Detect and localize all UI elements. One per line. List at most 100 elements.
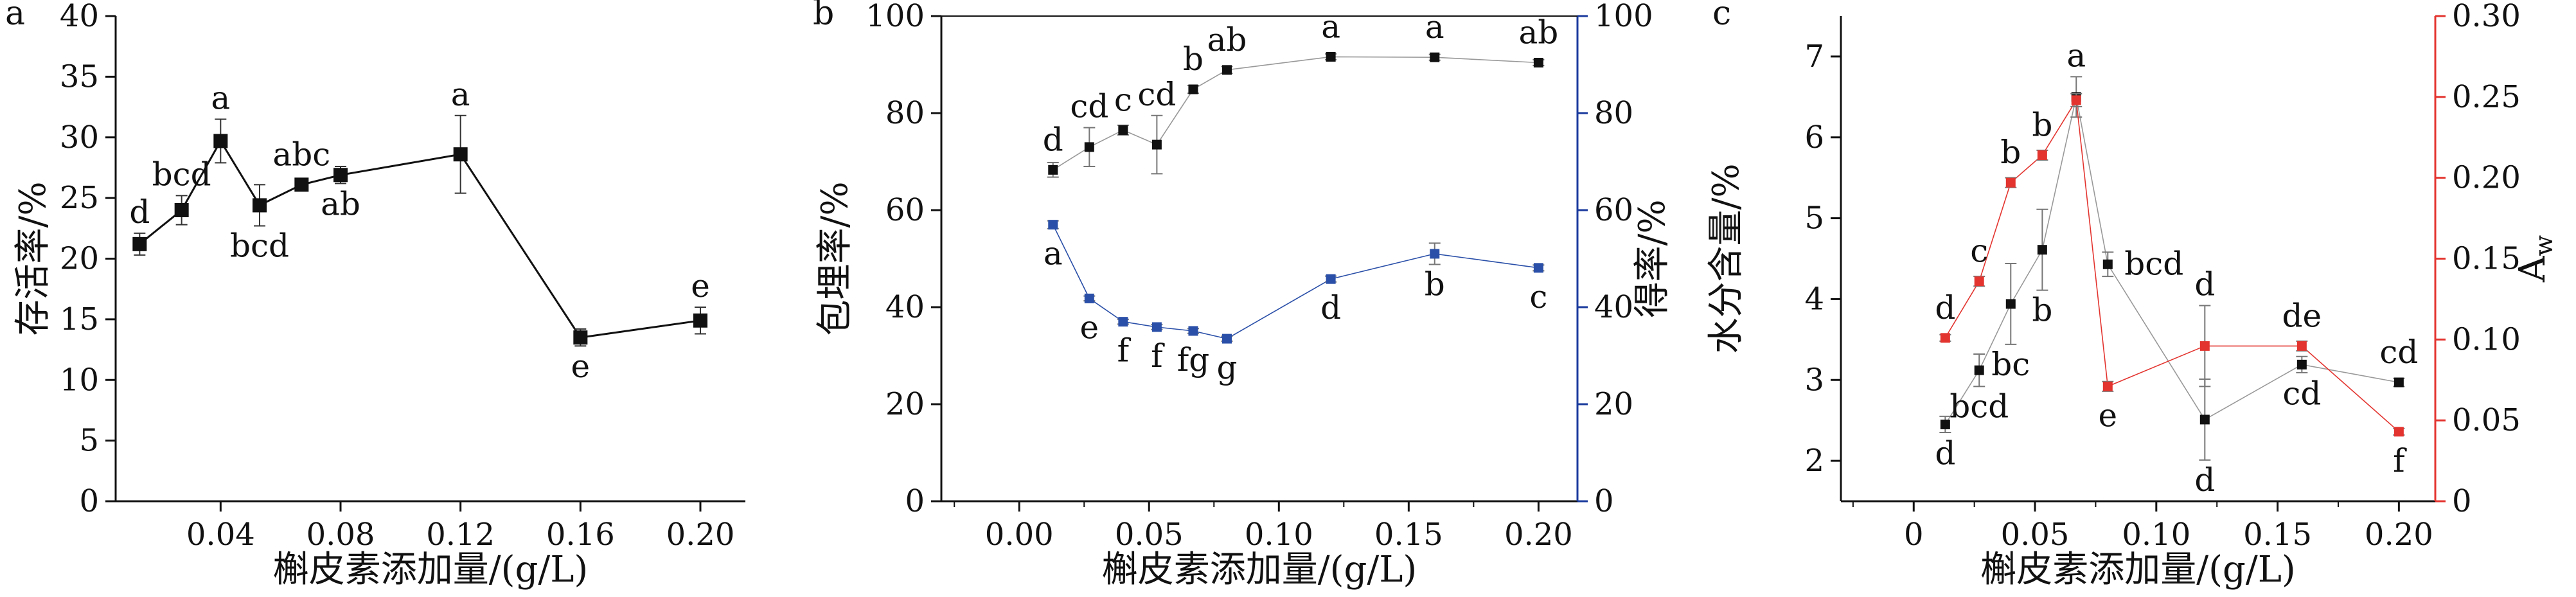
panel-c-series-1-significance-label: de bbox=[2282, 297, 2322, 334]
panel-a-series-0-significance-label: ab bbox=[321, 185, 360, 222]
panel-b-right-y-tick-label: 20 bbox=[1594, 386, 1633, 422]
panel-b-series-0-point bbox=[1326, 51, 1336, 62]
panel-a-y-tick-label: 0 bbox=[79, 483, 99, 519]
panel-a-series-0-point bbox=[573, 330, 588, 345]
panel-b-series-1-significance-label: a bbox=[1044, 235, 1063, 272]
panel-a-x-tick-label: 0.08 bbox=[306, 517, 375, 553]
panel-a-y-tick-label: 20 bbox=[60, 241, 99, 277]
panel-a-x-tick-label: 0.12 bbox=[426, 517, 495, 553]
panel-a-series-0-significance-label: a bbox=[211, 79, 230, 116]
panel-a-series-0-line bbox=[139, 139, 701, 339]
panel-a-y-tick-label: 35 bbox=[60, 58, 99, 94]
panel-b-x-tick-label: 0.10 bbox=[1245, 517, 1313, 553]
panel-a-series-0-point bbox=[253, 198, 267, 213]
panel-b-series-0-significance-label: a bbox=[1425, 8, 1444, 46]
panel-b-series-1-significance-label: d bbox=[1320, 289, 1341, 326]
panel-a-series-0-point bbox=[333, 168, 348, 183]
panel-b-series-1-significance-label: b bbox=[1425, 266, 1445, 303]
panel-c-y-tick-label: 4 bbox=[1804, 281, 1824, 317]
panel-a-series-0-point bbox=[132, 236, 147, 251]
panel-a-y-axis-title: 存活率/% bbox=[12, 181, 54, 335]
panel-b-y-tick-label: 100 bbox=[866, 0, 925, 34]
panel-a-x-tick-label: 0.04 bbox=[186, 517, 255, 553]
panel-a-series-0-significance-label: d bbox=[129, 193, 150, 231]
panel-c-letter: c bbox=[1712, 0, 1731, 33]
panel-b-right-y-tick-label: 60 bbox=[1594, 192, 1633, 228]
panel-a-series-0-point bbox=[174, 203, 189, 217]
panel-c-series-0-significance-label: d bbox=[2194, 461, 2215, 499]
panel-a-y-tick-label: 30 bbox=[60, 120, 99, 156]
panel-b-series-1-point bbox=[1326, 274, 1336, 284]
panel-c-right-y-axis-title: Aw bbox=[2512, 235, 2558, 283]
panel-c-right-y-tick-label: 0.20 bbox=[2452, 160, 2521, 196]
panel-a-y-tick-label: 10 bbox=[60, 362, 99, 398]
panel-c-series-0-point bbox=[2199, 414, 2210, 425]
panel-b-series-1-significance-label: e bbox=[1080, 308, 1099, 346]
panel-b-y-tick-label: 20 bbox=[885, 386, 925, 422]
panel-c-series-0-significance-label: bcd bbox=[2124, 245, 2183, 282]
panel-c-moisture-aw-chart: c 水分含量/% Aw 槲皮素添加量/(g/L) 0 0.05 0.10 0.15 0.… bbox=[1705, 0, 2558, 591]
panel-b-series-1-point bbox=[1533, 263, 1543, 273]
panel-a-series-0-point bbox=[294, 177, 309, 192]
panel-b-right-y-tick-label: 40 bbox=[1594, 289, 1633, 325]
panel-b-series-1-significance-label: c bbox=[1529, 278, 1547, 316]
panel-c-series-1-point bbox=[2199, 341, 2210, 351]
panel-c-x-tick-label: 0.20 bbox=[2365, 517, 2433, 553]
panel-c-series-0-significance-label: bcd bbox=[1950, 388, 2009, 425]
panel-c-y-tick-label: 3 bbox=[1804, 362, 1824, 398]
panel-a-series-0-point bbox=[693, 313, 707, 328]
panel-b-series-1-significance-label: g bbox=[1216, 349, 1237, 386]
panel-c-series-1-significance-label: d bbox=[1935, 289, 1955, 326]
panel-c-y-tick-label: 5 bbox=[1804, 200, 1824, 236]
panel-b-series-1-point bbox=[1430, 249, 1440, 259]
panel-b-x-tick-label: 0.20 bbox=[1504, 517, 1573, 553]
panel-b-series-1-significance-label: fg bbox=[1177, 341, 1210, 379]
panel-c-series-1-point bbox=[2071, 95, 2081, 105]
panel-a-y-tick-label: 40 bbox=[60, 0, 99, 34]
panel-a-series-0-significance-label: e bbox=[691, 267, 710, 305]
panel-a-y-tick-label: 25 bbox=[60, 180, 99, 216]
panel-b-series-0-significance-label: a bbox=[1321, 8, 1340, 45]
panel-c-series-1-point bbox=[2037, 150, 2047, 160]
panel-c-series-1-point bbox=[2296, 341, 2307, 351]
panel-c-series-1-significance-label: d bbox=[2194, 265, 2215, 303]
panel-c-series-0-significance-label: cd bbox=[2379, 334, 2418, 371]
panel-b-series-0-point bbox=[1221, 65, 1232, 75]
panel-b-left-y-axis-title: 包埋率/% bbox=[814, 181, 856, 335]
panel-b-x-tick-label: 0.05 bbox=[1115, 517, 1184, 553]
panel-a-series-0-significance-label: abc bbox=[272, 136, 330, 173]
panel-c-series-0-point bbox=[2037, 245, 2047, 255]
panel-b-series-1-point bbox=[1188, 326, 1198, 336]
panel-a-series-0-significance-label: e bbox=[571, 348, 591, 385]
panel-c-series-0-significance-label: cd bbox=[2282, 375, 2321, 412]
panel-a-x-axis-title: 槲皮素添加量/(g/L) bbox=[273, 549, 588, 591]
panel-b-series-0-significance-label: ab bbox=[1207, 21, 1247, 58]
panel-b-series-0-significance-label: b bbox=[1183, 40, 1204, 78]
panel-c-series-0-significance-label: d bbox=[1935, 434, 1955, 472]
panel-b-series-1-significance-label: f bbox=[1151, 337, 1165, 375]
panel-c-series-1-point bbox=[1940, 333, 1950, 343]
panel-c-series-0-point bbox=[1974, 365, 1984, 375]
panel-b-series-0-point bbox=[1188, 84, 1198, 94]
panel-a-series-0-significance-label: bcd bbox=[230, 227, 289, 265]
panel-c-right-y-tick-label: 0 bbox=[2452, 483, 2472, 519]
panel-c-right-y-tick-label: 0.25 bbox=[2452, 79, 2521, 115]
panel-b-right-y-axis-title: 得率/% bbox=[1631, 199, 1673, 317]
panel-a-series-0-significance-label: bcd bbox=[152, 156, 211, 193]
panel-b-series-0-point bbox=[1430, 52, 1440, 62]
panel-a-y-tick-label: 5 bbox=[79, 423, 99, 459]
panel-b-series-0-significance-label: cd bbox=[1070, 88, 1108, 125]
panel-b-y-tick-label: 80 bbox=[885, 95, 925, 131]
panel-c-x-tick-label: 0.10 bbox=[2122, 517, 2190, 553]
panel-c-series-0-point bbox=[2102, 259, 2113, 269]
panel-c-series-0-point bbox=[2394, 377, 2404, 388]
panel-c-x-tick-label: 0.15 bbox=[2243, 517, 2312, 553]
panel-b-series-0-point bbox=[1533, 57, 1543, 67]
panel-a-series-0-point bbox=[213, 134, 228, 148]
panel-c-x-tick-label: 0 bbox=[1904, 517, 1924, 553]
panel-c-series-1-significance-label: e bbox=[2099, 397, 2118, 434]
panel-c-y-tick-label: 6 bbox=[1804, 120, 1824, 156]
panel-b-right-y-tick-label: 80 bbox=[1594, 95, 1633, 131]
panel-c-right-y-tick-label: 0.05 bbox=[2452, 402, 2521, 438]
